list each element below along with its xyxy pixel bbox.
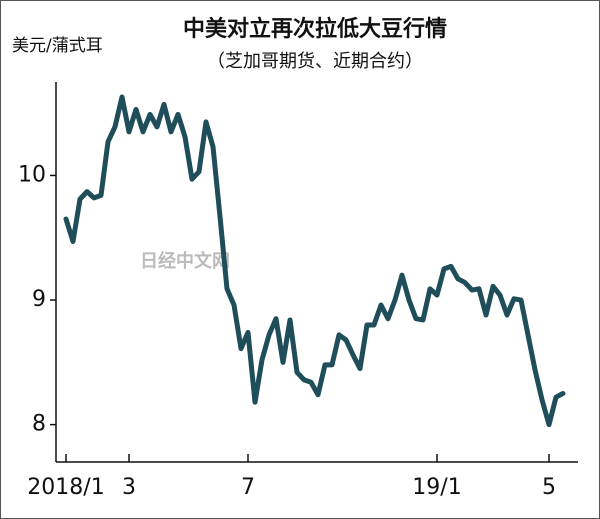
x-tick-label: 19/1 (412, 475, 461, 500)
x-tick-label: 2018/1 (27, 475, 104, 500)
watermark: 日经中文网 (140, 250, 230, 272)
y-axis-label: 美元/蒲式耳 (12, 36, 103, 56)
y-tick-label: 8 (32, 412, 46, 437)
chart-subtitle: （芝加哥期货、近期合约） (207, 51, 423, 72)
y-tick-label: 9 (32, 287, 46, 312)
line (63, 94, 566, 428)
x-tick-label: 7 (241, 475, 255, 500)
y-tick-label: 10 (18, 162, 46, 187)
x-tick-label: 3 (122, 475, 136, 500)
x-tick-label: 5 (542, 475, 556, 500)
chart-title: 中美对立再次拉低大豆行情 (183, 16, 447, 42)
